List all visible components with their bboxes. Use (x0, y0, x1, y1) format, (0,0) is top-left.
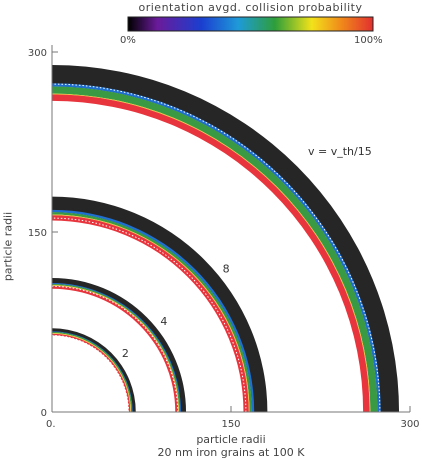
arc-green-band (52, 86, 378, 413)
y-tick-label: 0 (41, 408, 47, 419)
arc-red-band (52, 333, 131, 412)
arc-label-8: 8 (223, 262, 230, 275)
arc-dark-band (52, 277, 187, 412)
colorbar (127, 16, 374, 32)
arc-dark-band (52, 64, 400, 412)
x-axis-label: particle radii (196, 433, 266, 446)
arc-dark-band (52, 328, 136, 412)
arc-label-2: 2 (122, 347, 129, 360)
arc-dark-band (52, 196, 268, 412)
colorbar-label: orientation avgd. collision probability (138, 1, 363, 14)
y-tick-label: 150 (28, 228, 47, 239)
x-tick-label: 150 (221, 419, 240, 430)
y-tick-label: 300 (28, 48, 47, 59)
colorbar-max-label: 100% (354, 35, 383, 46)
y-axis-label: particle radii (1, 211, 15, 282)
arc-red-band (52, 215, 249, 412)
arc-band-4: 4 (51, 277, 187, 413)
arcs-group: 2 4 8 (51, 64, 400, 413)
arc-band-outer (51, 64, 400, 413)
arc-band-8: 8 (51, 196, 268, 413)
target-radius-circle (51, 285, 179, 413)
arc-green-band (52, 331, 133, 412)
target-radius-circle (51, 334, 130, 413)
x-tick-label: 300 (400, 419, 419, 430)
x-tick-label: 0. (46, 419, 56, 430)
target-radius-circle (51, 217, 247, 413)
velocity-annotation: v = v_th/15 (308, 145, 372, 158)
arc-red-band (52, 285, 179, 412)
target-radius-circle (51, 83, 381, 413)
subtitle: 20 nm iron grains at 100 K (157, 446, 305, 459)
ticks: 0. 150 300 0 150 300 (28, 48, 420, 430)
arc-label-4: 4 (160, 315, 167, 328)
arc-red-band (52, 94, 370, 412)
colorbar-min-label: 0% (120, 35, 136, 46)
arc-band-2: 2 (51, 328, 136, 413)
